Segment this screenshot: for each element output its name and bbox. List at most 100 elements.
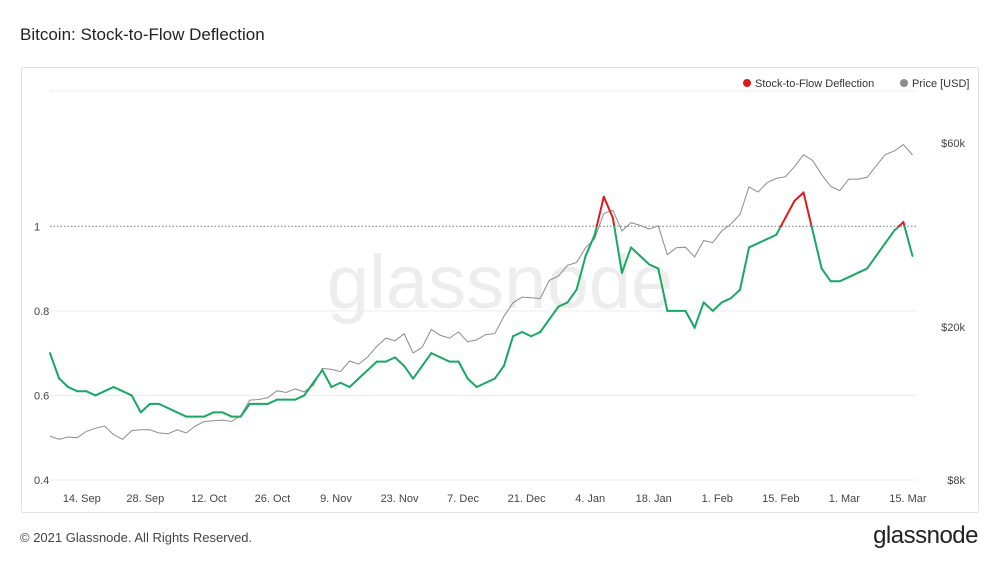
deflection-segment <box>856 267 869 274</box>
deflection-segment <box>239 402 251 418</box>
deflection-segment <box>176 411 188 418</box>
left-tick-label: 0.8 <box>34 306 49 318</box>
deflection-segment <box>875 242 887 257</box>
deflection-segment <box>711 301 723 312</box>
deflection-segment <box>847 271 859 279</box>
deflection-segment <box>729 288 741 300</box>
deflection-segment <box>49 352 61 380</box>
deflection-segment <box>648 263 660 270</box>
deflection-segment <box>266 398 278 405</box>
left-tick-label: 0.4 <box>34 475 49 487</box>
deflection-segment <box>548 305 560 321</box>
price-line <box>49 143 913 441</box>
deflection-segment <box>884 229 896 245</box>
deflection-segment <box>630 246 642 257</box>
legend-swatch-deflection <box>743 79 751 87</box>
deflection-segment <box>484 377 496 384</box>
deflection-segment <box>593 225 598 236</box>
x-tick-label: 15. Mar <box>889 493 927 505</box>
deflection-segment <box>221 411 233 418</box>
deflection-segment <box>85 390 97 397</box>
deflection-segment <box>693 301 705 329</box>
deflection-segment <box>557 301 569 308</box>
deflection-segment <box>866 254 878 270</box>
legend: Stock-to-Flow Deflection Price [USD] <box>743 78 969 90</box>
deflection-segment <box>602 195 614 219</box>
deflection-segment <box>457 360 469 380</box>
deflection-segment <box>139 402 151 414</box>
copyright-text: © 2021 Glassnode. All Rights Reserved. <box>20 530 253 545</box>
x-tick-label: 18. Jan <box>636 493 672 505</box>
deflection-segment <box>430 352 442 359</box>
deflection-segment <box>766 233 778 240</box>
deflection-segment <box>393 356 406 367</box>
deflection-segment <box>294 394 306 401</box>
deflection-segment <box>521 331 533 338</box>
x-tick-label: 12. Oct <box>191 493 226 505</box>
deflection-segment <box>575 254 587 291</box>
x-tick-label: 14. Sep <box>63 493 101 505</box>
glassnode-logo: glassnode <box>873 522 978 549</box>
deflection-segment <box>512 331 524 338</box>
legend-label-price: Price [USD] <box>912 78 969 90</box>
deflection-segment <box>530 331 542 338</box>
deflection-segment <box>321 369 333 388</box>
deflection-segment <box>103 385 115 393</box>
deflection-segment <box>94 390 106 397</box>
x-tick-label: 23. Nov <box>381 493 419 505</box>
deflection-segment <box>330 381 342 388</box>
deflection-segment <box>121 390 133 397</box>
deflection-segment <box>58 377 70 388</box>
deflection-segment <box>366 360 378 372</box>
deflection-segment <box>620 246 633 274</box>
deflection-segment <box>584 233 596 257</box>
deflection-segment <box>421 352 433 367</box>
x-tick-label: 26. Oct <box>255 493 290 505</box>
chart-title: Bitcoin: Stock-to-Flow Deflection <box>20 25 265 44</box>
x-tick-label: 15. Feb <box>762 493 799 505</box>
deflection-segment <box>303 381 315 397</box>
deflection-series-layer <box>49 191 914 418</box>
deflection-segment <box>130 394 142 414</box>
price-series-layer <box>49 143 913 441</box>
deflection-segment <box>466 377 478 388</box>
x-tick-label: 1. Mar <box>829 493 861 505</box>
grid-layer <box>50 90 917 481</box>
deflection-segment <box>67 385 79 393</box>
deflection-segment <box>112 385 124 393</box>
x-tick-label: 21. Dec <box>508 493 546 505</box>
deflection-segment <box>539 318 551 334</box>
deflection-segment <box>779 216 787 228</box>
deflection-segment <box>611 216 616 228</box>
deflection-segment <box>684 309 696 329</box>
deflection-segment <box>720 297 732 304</box>
chart-svg: glassnode 0.4 0.6 0.8 1 $8k $20k $60k 14. Sep 28… <box>34 78 969 505</box>
deflection-segment <box>167 407 179 414</box>
deflection-segment <box>403 364 415 380</box>
watermark-logo: glassnode <box>327 240 674 325</box>
deflection-segment <box>384 356 396 363</box>
deflection-segment <box>738 246 751 291</box>
deflection-segment <box>357 369 369 380</box>
deflection-segment <box>775 225 782 236</box>
deflection-segment <box>757 237 769 245</box>
right-tick-label: $20k <box>941 322 965 334</box>
axis-layer: 0.4 0.6 0.8 1 $8k $20k $60k 14. Sep 28. Sep 12. O… <box>34 138 965 505</box>
right-tick-label: $8k <box>947 475 965 487</box>
deflection-segment <box>820 267 832 283</box>
x-tick-label: 28. Sep <box>126 493 164 505</box>
deflection-segment <box>702 301 714 312</box>
deflection-segment <box>312 369 324 384</box>
x-tick-label: 4. Jan <box>575 493 605 505</box>
deflection-segment <box>613 225 623 274</box>
deflection-segment <box>802 191 813 228</box>
left-tick-label: 1 <box>34 221 40 233</box>
deflection-segment <box>893 225 900 232</box>
deflection-segment <box>566 288 578 304</box>
deflection-segment <box>903 225 914 257</box>
deflection-segment <box>784 199 796 219</box>
deflection-segment <box>348 377 360 388</box>
deflection-segment <box>493 364 505 380</box>
deflection-segment <box>838 276 850 283</box>
deflection-segment <box>412 364 424 380</box>
